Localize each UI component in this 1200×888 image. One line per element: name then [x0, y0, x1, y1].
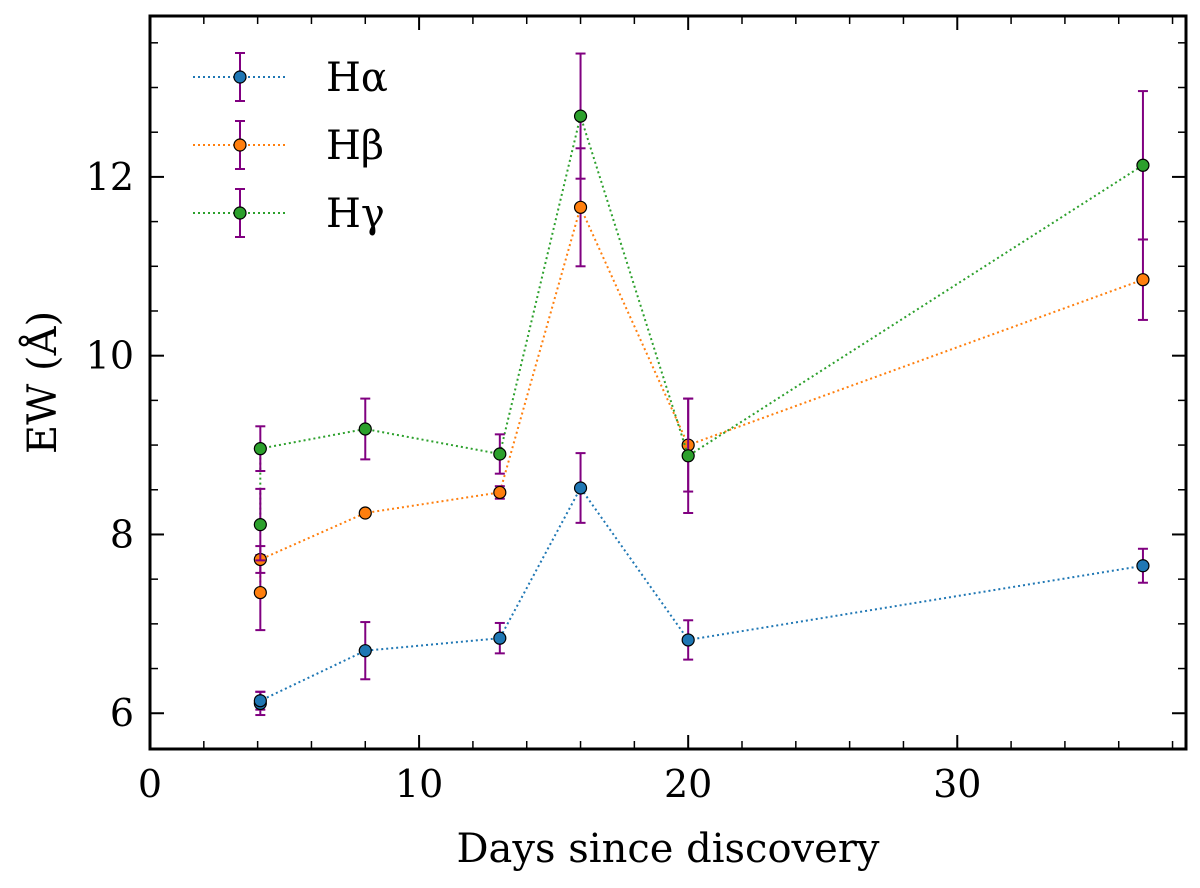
- y-tick-label: 8: [110, 512, 134, 556]
- data-point: [493, 447, 507, 461]
- y-tick-label: 12: [86, 155, 134, 199]
- x-axis-label: Days since discovery: [456, 826, 879, 872]
- x-tick-label: 10: [395, 762, 443, 806]
- series-1: [253, 147, 1150, 632]
- data-point: [253, 694, 267, 708]
- data-point: [253, 585, 267, 600]
- series-line: [259, 486, 1144, 704]
- legend-entry-2: Hγ: [193, 188, 385, 238]
- data-point: [1136, 559, 1150, 573]
- series-layer: [253, 52, 1150, 717]
- data-point: [681, 449, 695, 463]
- data-point: [358, 644, 372, 658]
- legend: Hα Hβ Hγ: [193, 52, 388, 238]
- data-point: [358, 422, 372, 436]
- data-point: [253, 518, 267, 532]
- y-tick-label: 6: [110, 691, 134, 735]
- data-point: [573, 109, 588, 123]
- data-point: [493, 631, 507, 645]
- data-point: [681, 633, 695, 647]
- data-point: [1136, 273, 1150, 287]
- data-point: [573, 200, 588, 214]
- data-point: [493, 485, 507, 500]
- axis-ticks: 0 10 20 30 6 8 10 12: [86, 16, 1186, 806]
- data-point: [253, 442, 267, 456]
- series-line: [259, 204, 1144, 593]
- data-point: [358, 506, 372, 520]
- legend-label-1: Hβ: [326, 123, 384, 169]
- y-axis-label: EW (Å): [19, 311, 66, 454]
- legend-marker: [233, 206, 247, 220]
- series-2: [253, 52, 1150, 562]
- y-tick-label: 10: [86, 334, 134, 378]
- series-line: [259, 112, 1144, 525]
- x-tick-label: 30: [933, 762, 981, 806]
- data-point: [573, 481, 588, 495]
- plot-frame: [148, 14, 1188, 751]
- series-0: [253, 452, 1150, 717]
- legend-entry-0: Hα: [193, 52, 388, 102]
- legend-entry-1: Hβ: [193, 120, 384, 170]
- plot-area: [148, 14, 1188, 751]
- legend-label-0: Hα: [326, 55, 388, 101]
- legend-marker: [233, 70, 247, 84]
- data-point: [1136, 158, 1150, 172]
- x-tick-label: 0: [138, 762, 162, 806]
- legend-marker: [233, 138, 247, 152]
- x-tick-label: 20: [664, 762, 712, 806]
- legend-label-2: Hγ: [326, 191, 385, 237]
